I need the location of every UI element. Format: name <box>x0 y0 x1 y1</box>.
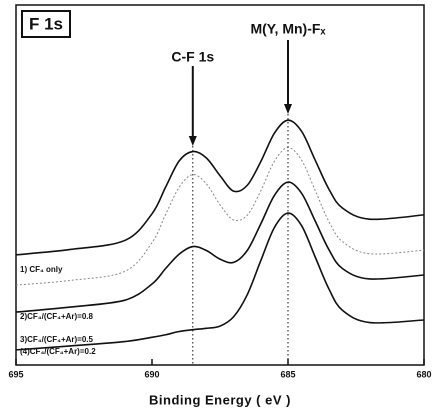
x-tick-label: 685 <box>280 369 295 379</box>
annotation: C-F 1s <box>171 49 214 65</box>
arrow-head <box>188 136 197 146</box>
title-box <box>21 10 71 38</box>
spectrum-line <box>15 212 425 351</box>
spectrum-line <box>15 181 425 313</box>
annotation: M(Y, Mn)-Fₓ <box>250 21 326 37</box>
x-tick-label: 695 <box>8 369 23 379</box>
spectrum-line <box>15 147 425 286</box>
x-axis-label: Binding Energy ( eV ) <box>149 392 291 407</box>
series-label: (4)CF₄/(CF₄+Ar)=0.2 <box>20 347 96 356</box>
series-label: 1) CF₄ only <box>20 265 63 274</box>
x-tick-label: 680 <box>416 369 431 379</box>
chart-title: F 1s <box>29 14 63 33</box>
spectrum-line <box>15 119 425 256</box>
series-label: 3)CF₄/(CF₄+Ar)=0.5 <box>20 335 94 344</box>
x-tick-label: 690 <box>144 369 159 379</box>
plot-frame <box>15 4 425 366</box>
arrow-head <box>284 104 292 114</box>
series-label: 2)CF₄/(CF₄+Ar)=0.8 <box>20 312 94 321</box>
